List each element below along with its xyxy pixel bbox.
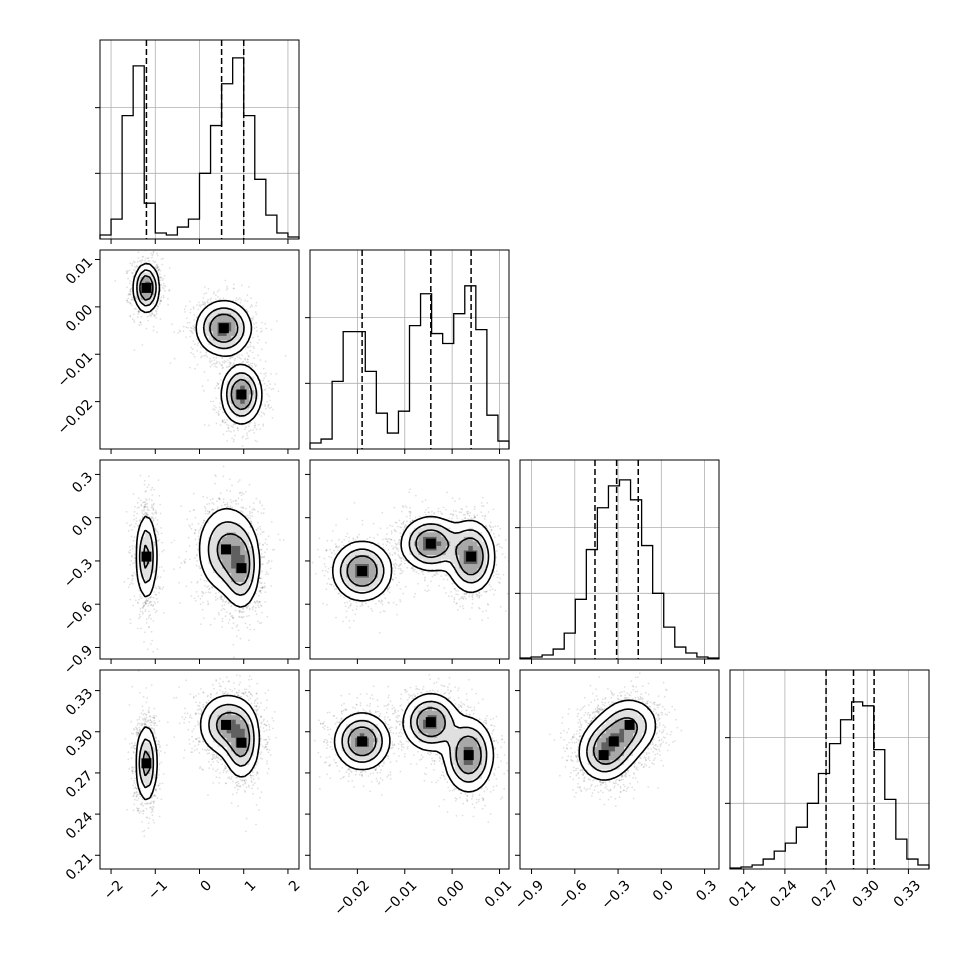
hist-frame bbox=[519, 459, 720, 660]
y-tick-label-p2: 0.00 bbox=[63, 302, 96, 335]
contour-line-2 bbox=[346, 529, 484, 587]
histogram-step-p1 bbox=[99, 57, 300, 239]
x-tick-label-p4: 0.27 bbox=[808, 877, 841, 910]
scatter-frame bbox=[99, 459, 300, 660]
hist-panel-p3 bbox=[515, 459, 720, 660]
x-tick-label-p4: 0.24 bbox=[767, 877, 800, 910]
y-tick-label-p3: 0.3 bbox=[69, 469, 96, 496]
y-tick-label-p2: −0.01 bbox=[55, 349, 97, 391]
y-tick-label-p2: 0.01 bbox=[63, 254, 96, 287]
contour-line-0 bbox=[332, 515, 496, 602]
density-peak bbox=[466, 551, 477, 562]
density-peak bbox=[598, 750, 609, 761]
x-tick-label-p4: 0.30 bbox=[850, 877, 883, 910]
density-peak bbox=[218, 323, 229, 334]
histogram-step-p2 bbox=[309, 285, 510, 449]
x-tick-label-p3: 0.3 bbox=[693, 877, 720, 904]
density-peak bbox=[221, 544, 232, 555]
density-peak bbox=[221, 719, 232, 730]
scatter-panel-p4-vs-p2 bbox=[305, 669, 510, 874]
scatter-panel-p3-vs-p1 bbox=[95, 459, 300, 664]
contour-line-1 bbox=[586, 708, 647, 773]
y-tick-label-p3: −0.3 bbox=[61, 556, 96, 591]
y-tick-label-p4: 0.30 bbox=[63, 727, 96, 760]
x-tick-label-p1: 0 bbox=[198, 877, 216, 895]
contour-line-0 bbox=[333, 692, 495, 793]
y-tick-label-p4: 0.33 bbox=[63, 686, 96, 719]
x-tick-label-p1: 2 bbox=[286, 877, 304, 895]
density-peak bbox=[141, 282, 152, 293]
contour-line-1 bbox=[136, 269, 258, 417]
density-peak bbox=[141, 551, 152, 562]
x-tick-label-p2: 0.01 bbox=[482, 877, 515, 910]
y-tick-label-p2: −0.02 bbox=[55, 397, 97, 439]
x-tick-label-p3: −0.3 bbox=[598, 877, 633, 912]
contour-line-2 bbox=[142, 711, 251, 777]
contour-line-2 bbox=[143, 533, 251, 587]
contour-line-1 bbox=[339, 523, 490, 594]
contour-line-1 bbox=[138, 703, 255, 789]
x-tick-label-p1: −1 bbox=[145, 877, 171, 903]
y-tick-label-p3: 0.0 bbox=[69, 513, 96, 540]
hist-panel-p1 bbox=[95, 39, 300, 240]
y-tick-label-p4: 0.24 bbox=[63, 809, 96, 842]
scatter-panel-p3-vs-p2 bbox=[305, 459, 510, 664]
contour-line-1 bbox=[341, 700, 488, 783]
x-tick-label-p4: 0.21 bbox=[726, 877, 759, 910]
contour-line-2 bbox=[592, 717, 639, 765]
histogram-step-p3 bbox=[519, 479, 720, 659]
scatter-background bbox=[100, 670, 299, 869]
scatter-frame bbox=[309, 459, 510, 660]
x-tick-label-p3: −0.9 bbox=[512, 877, 547, 912]
scatter-panel-p4-vs-p3 bbox=[515, 669, 720, 874]
contour-line-2 bbox=[347, 707, 482, 775]
x-tick-label-p3: 0.0 bbox=[650, 877, 677, 904]
hist-panel-p2 bbox=[305, 249, 510, 450]
contour-line-0 bbox=[578, 699, 657, 781]
density-peak bbox=[624, 719, 635, 730]
contour-line-0 bbox=[135, 694, 261, 801]
density-peak bbox=[357, 566, 368, 577]
y-tick-label-p4: 0.27 bbox=[63, 768, 96, 801]
x-tick-label-p2: −0.01 bbox=[379, 877, 421, 919]
scatter-panel-p2-vs-p1 bbox=[95, 249, 300, 454]
hist-panel-p4 bbox=[725, 669, 930, 870]
density-peak bbox=[425, 538, 436, 549]
density-peak bbox=[357, 736, 368, 747]
scatter-frame bbox=[99, 249, 300, 450]
scatter-panel-p4-vs-p1 bbox=[95, 669, 300, 874]
contour-line-0 bbox=[132, 262, 263, 425]
contour-line-2 bbox=[139, 274, 253, 411]
hist-frame bbox=[729, 669, 930, 870]
x-tick-label-p2: 0.00 bbox=[434, 877, 467, 910]
y-tick-label-p3: −0.9 bbox=[61, 642, 96, 677]
density-peak bbox=[236, 563, 247, 574]
density-peak bbox=[608, 736, 619, 747]
histogram-step-p4 bbox=[729, 701, 930, 869]
density-peak bbox=[236, 737, 247, 748]
x-tick-label-p1: −2 bbox=[101, 877, 127, 903]
hist-frame bbox=[309, 249, 510, 450]
density-peak bbox=[463, 750, 474, 761]
hist-background bbox=[520, 460, 719, 659]
x-tick-label-p2: −0.02 bbox=[331, 877, 373, 919]
scatter-frame bbox=[309, 669, 510, 870]
x-tick-label-p3: −0.6 bbox=[555, 877, 590, 912]
scatter-frame bbox=[519, 669, 720, 870]
contour-line-0 bbox=[135, 507, 261, 608]
scatter-background bbox=[100, 250, 299, 449]
density-peak bbox=[425, 717, 436, 728]
y-tick-label-p4: 0.21 bbox=[63, 850, 96, 883]
x-tick-label-p4: 0.33 bbox=[891, 877, 924, 910]
contour-line-1 bbox=[138, 521, 255, 597]
x-tick-label-p1: 1 bbox=[242, 877, 260, 895]
density-peak bbox=[236, 389, 247, 400]
y-tick-label-p3: −0.6 bbox=[61, 599, 96, 634]
scatter-frame bbox=[99, 669, 300, 870]
density-peak bbox=[141, 758, 152, 769]
